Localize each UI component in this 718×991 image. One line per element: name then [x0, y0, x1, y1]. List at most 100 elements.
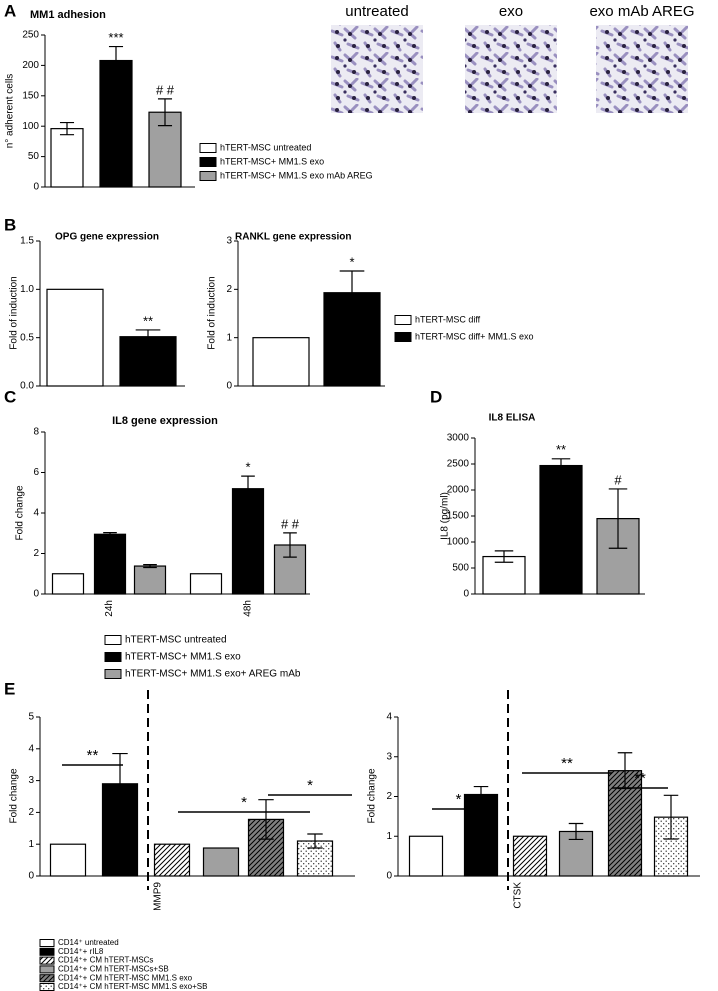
image-label: exo	[499, 3, 523, 20]
significance-label: **	[561, 755, 573, 772]
error-bar	[473, 785, 489, 804]
significance-label: *	[245, 460, 250, 475]
legend-swatch	[199, 157, 217, 167]
y-tick-label: 150	[22, 90, 39, 101]
y-tick-label: 250	[22, 30, 39, 41]
legend-label: CD14⁺ untreated	[58, 938, 119, 947]
legend-label: hTERT-MSC diff	[415, 314, 481, 324]
panel-label: D	[430, 387, 442, 406]
error-bar	[103, 532, 117, 537]
error-bar	[568, 822, 584, 841]
image-label: untreated	[345, 3, 408, 20]
legend-label: CD14⁺+ CM hTERT-MSC MM1.S exo+SB	[58, 982, 207, 991]
y-tick-label: 0.5	[20, 332, 34, 343]
bar	[93, 533, 127, 595]
error-bar	[283, 532, 297, 558]
legend-label: hTERT-MSC+ MM1.S exo mAb AREG	[220, 170, 373, 180]
x-tick-label: 48h	[243, 600, 254, 617]
bar	[252, 337, 310, 387]
y-tick-label: 6	[33, 467, 39, 478]
y-tick-label: 0.0	[20, 381, 34, 392]
y-axis-label: Fold change	[367, 768, 378, 823]
legend-swatch	[39, 939, 55, 947]
y-tick-label: 0	[33, 589, 39, 600]
legend-swatch	[104, 669, 122, 679]
significance-label: #	[614, 472, 622, 487]
significance-label: ***	[108, 30, 123, 45]
micrograph	[465, 25, 557, 113]
legend-label: hTERT-MSC+ MM1.S exo	[125, 652, 241, 663]
legend-swatch	[104, 635, 122, 645]
legend-label: hTERT-MSC untreated	[125, 635, 227, 646]
panel-label: E	[4, 679, 15, 698]
y-tick-label: 4	[28, 743, 34, 754]
micrographs: untreated exo exo mAb AREG	[331, 3, 695, 113]
y-tick-label: 200	[22, 60, 39, 71]
error-bar	[241, 475, 255, 502]
error-bar	[143, 564, 157, 569]
chart: RANKL gene expression Fold of induction 0 1…	[207, 232, 534, 392]
y-tick-label: 2500	[447, 459, 470, 470]
chart-title: IL8 ELISA	[489, 413, 536, 424]
bar	[153, 843, 191, 877]
bar	[539, 464, 583, 595]
bar	[558, 830, 594, 877]
error-bar	[663, 794, 679, 840]
bar	[51, 573, 85, 595]
y-tick-label: 2	[28, 807, 34, 818]
error-bar	[339, 270, 365, 316]
y-tick-label: 1.0	[20, 284, 34, 295]
y-axis-label: IL8 (pg/ml)	[440, 492, 451, 540]
panel-label: A	[4, 1, 16, 20]
legend-swatch	[199, 143, 217, 153]
legend-label: hTERT-MSC+ MM1.S exo+ AREG mAb	[125, 669, 301, 680]
y-tick-label: 2000	[447, 485, 470, 496]
error-bar	[307, 833, 323, 849]
y-axis-label: Fold of induction	[9, 276, 20, 349]
x-tick-label: CTSK	[513, 882, 524, 909]
error-bar	[157, 98, 173, 127]
legend-label: CD14⁺+ CM hTERT-MSCs	[58, 956, 153, 965]
y-tick-label: 1.5	[20, 236, 34, 247]
legend-swatch	[39, 956, 55, 965]
bar	[133, 565, 167, 595]
y-axis-label: Fold of induction	[207, 276, 218, 349]
error-bar	[59, 121, 75, 136]
error-bar	[258, 799, 274, 840]
y-tick-label: 1000	[447, 537, 470, 548]
error-bar	[108, 45, 124, 76]
chart: IL8 ELISA IL8 (pg/ml) 0 500 1000 1500 2000 2500…	[440, 413, 645, 600]
bar	[512, 835, 548, 877]
y-tick-label: 3000	[447, 433, 470, 444]
x-tick-label: MMP9	[153, 882, 164, 911]
panel-label: B	[4, 215, 16, 234]
y-tick-label: 0	[33, 182, 39, 193]
legend-swatch	[104, 652, 122, 662]
y-tick-label: 1	[28, 839, 34, 850]
y-tick-label: 100	[22, 121, 39, 132]
bar	[202, 847, 240, 877]
y-tick-label: 5	[28, 712, 34, 723]
significance-label: *	[307, 777, 313, 794]
error-bar	[551, 458, 571, 473]
legend-label: hTERT-MSC untreated	[220, 142, 311, 152]
panel-label: C	[4, 387, 16, 406]
chart-title: IL8 gene expression	[112, 415, 218, 427]
y-tick-label: 0	[226, 381, 232, 392]
legend-swatch	[39, 983, 55, 991]
micrograph	[596, 25, 688, 113]
chart-title: OPG gene expression	[55, 232, 159, 243]
significance-label: *	[456, 791, 462, 808]
bar	[463, 793, 499, 877]
legend-swatch	[39, 965, 55, 974]
x-tick-label: 24h	[104, 600, 115, 617]
y-tick-label: 8	[33, 427, 39, 438]
bar	[408, 835, 444, 877]
y-axis-label: n° adherent cells	[5, 74, 16, 149]
legend-swatch	[394, 315, 412, 325]
legend-swatch	[39, 947, 55, 956]
y-tick-label: 500	[452, 563, 469, 574]
legend-label: hTERT-MSC+ MM1.S exo	[220, 156, 324, 166]
